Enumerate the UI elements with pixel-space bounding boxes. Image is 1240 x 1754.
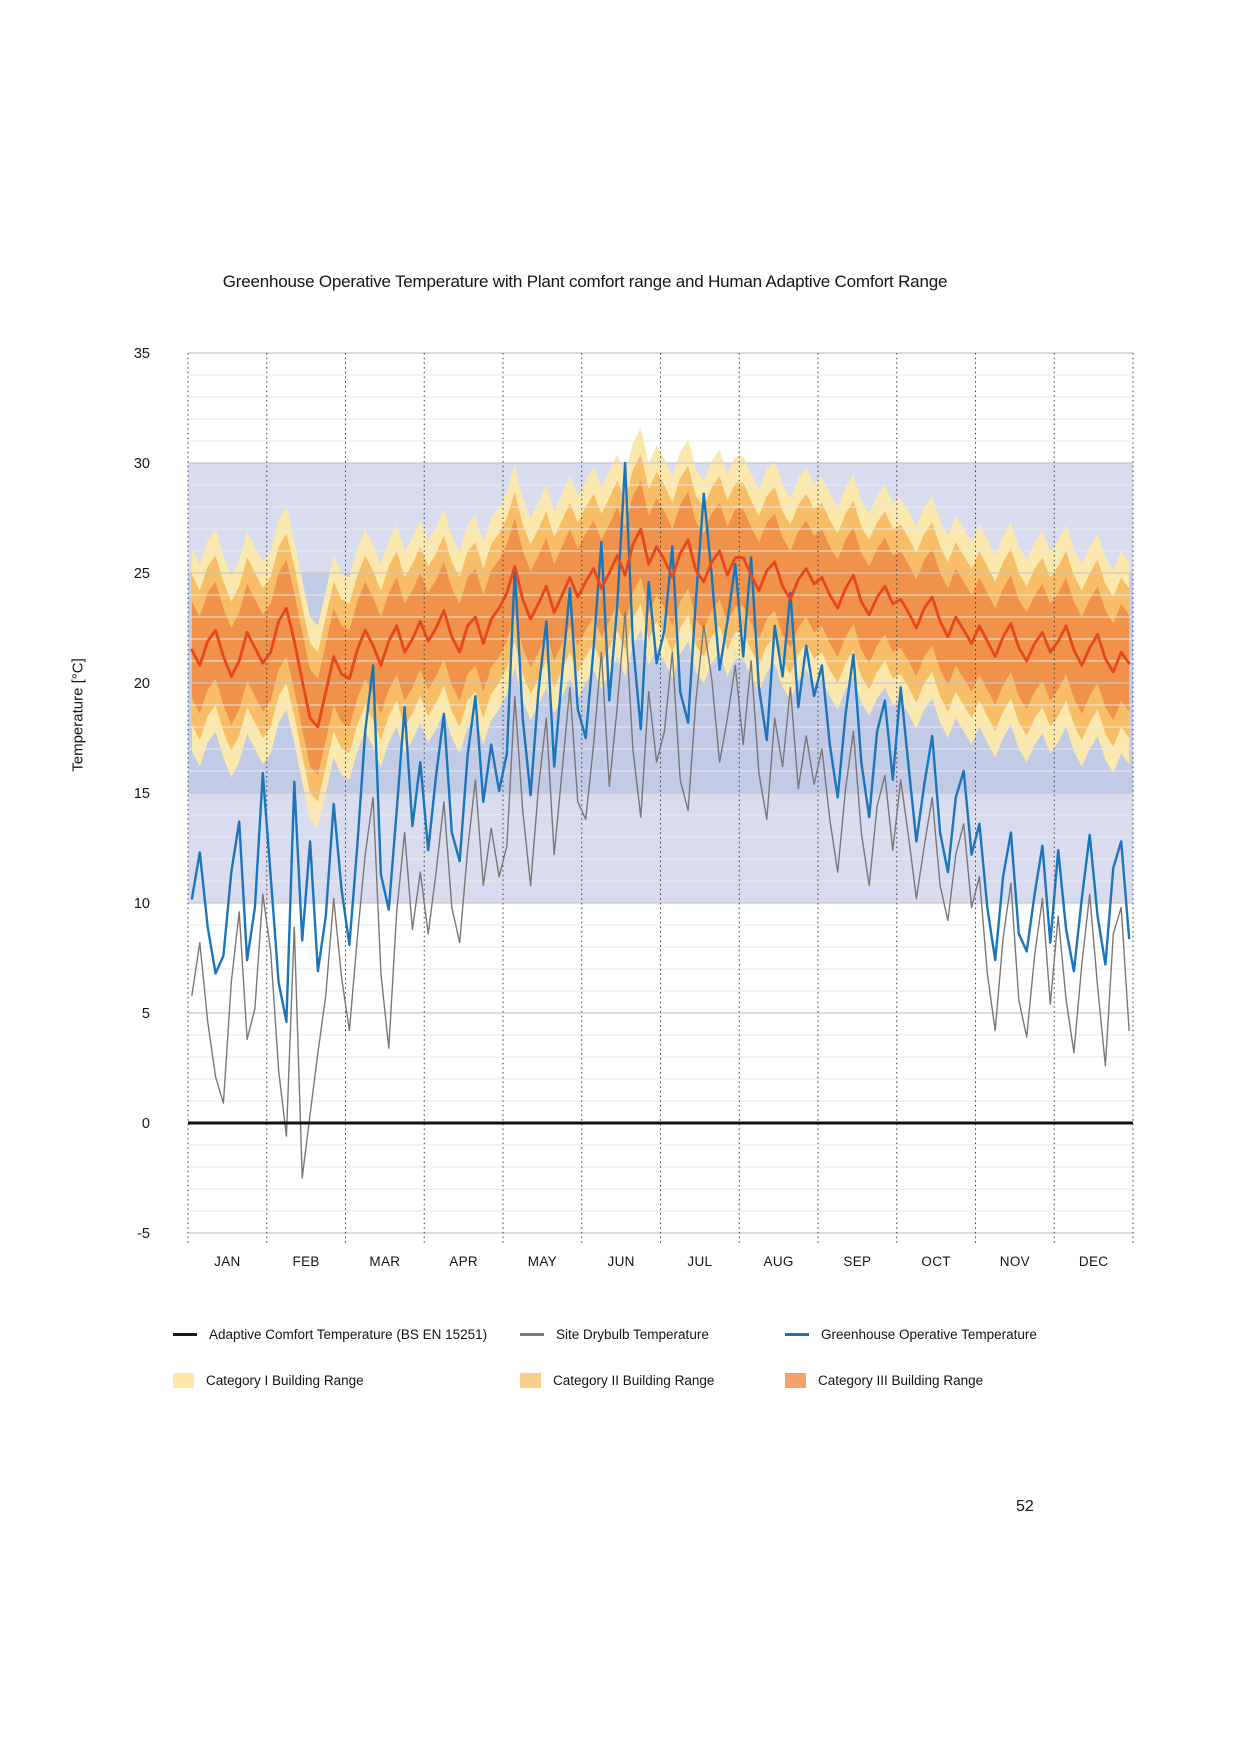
site-drybulb-line bbox=[191, 611, 1130, 1179]
y-tick-label-30: 30 bbox=[134, 456, 150, 472]
y-tick-label-25: 25 bbox=[134, 566, 150, 582]
x-tick-label-jun: JUN bbox=[608, 1254, 635, 1269]
x-tick-label-may: MAY bbox=[528, 1254, 557, 1269]
y-tick-label-5: 5 bbox=[142, 1006, 150, 1022]
legend-item-adaptive-comfort: Adaptive Comfort Temperature (BS EN 1525… bbox=[173, 1324, 487, 1344]
legend-item-site-drybulb: Site Drybulb Temperature bbox=[520, 1324, 709, 1344]
x-tick-label-nov: NOV bbox=[1000, 1254, 1030, 1269]
legend-row-lines: Adaptive Comfort Temperature (BS EN 1525… bbox=[0, 1324, 1240, 1344]
category-2-band bbox=[191, 454, 1130, 802]
x-tick-label-apr: APR bbox=[449, 1254, 478, 1269]
adaptive-comfort-legend-line bbox=[173, 1332, 197, 1336]
category-3-legend-swatch bbox=[785, 1372, 806, 1388]
y-tick-label-20: 20 bbox=[134, 676, 150, 692]
greenhouse-operative-legend-line bbox=[785, 1332, 809, 1336]
legend-row-categories: Category I Building Range Category II Bu… bbox=[0, 1370, 1240, 1390]
x-tick-label-jan: JAN bbox=[214, 1254, 240, 1269]
x-tick-label-mar: MAR bbox=[369, 1254, 400, 1269]
category-3-legend-label: Category III Building Range bbox=[818, 1372, 984, 1388]
legend-item-greenhouse-operative: Greenhouse Operative Temperature bbox=[785, 1324, 1037, 1344]
site-drybulb-legend-line bbox=[520, 1332, 544, 1336]
greenhouse-operative-line bbox=[190, 461, 1131, 1023]
category-3-band bbox=[191, 480, 1130, 776]
x-tick-label-jul: JUL bbox=[687, 1254, 712, 1269]
site-drybulb-legend-label: Site Drybulb Temperature bbox=[556, 1326, 709, 1342]
x-tick-label-dec: DEC bbox=[1079, 1254, 1108, 1269]
category-1-legend-swatch bbox=[173, 1372, 194, 1388]
y-tick-label-15: 15 bbox=[134, 786, 150, 802]
category-2-legend-swatch bbox=[520, 1372, 541, 1388]
x-tick-label-sep: SEP bbox=[843, 1254, 871, 1269]
y-tick-label--5: -5 bbox=[137, 1226, 150, 1242]
adaptive-comfort-legend-label: Adaptive Comfort Temperature (BS EN 1525… bbox=[209, 1326, 488, 1342]
legend-item-category-2: Category II Building Range bbox=[520, 1370, 714, 1390]
y-tick-label-35: 35 bbox=[134, 346, 150, 362]
category-1-legend-label: Category I Building Range bbox=[206, 1372, 364, 1388]
legend-item-category-1: Category I Building Range bbox=[173, 1370, 364, 1390]
x-tick-label-oct: OCT bbox=[921, 1254, 950, 1269]
greenhouse-operative-legend-label: Greenhouse Operative Temperature bbox=[821, 1326, 1037, 1342]
legend-item-category-3: Category III Building Range bbox=[785, 1370, 983, 1390]
y-tick-label-0: 0 bbox=[142, 1116, 150, 1132]
category-2-legend-label: Category II Building Range bbox=[553, 1372, 715, 1388]
chart-title: Greenhouse Operative Temperature with Pl… bbox=[222, 272, 948, 291]
y-tick-label-10: 10 bbox=[134, 896, 150, 912]
x-tick-label-feb: FEB bbox=[293, 1254, 320, 1269]
adaptive-comfort-line bbox=[190, 527, 1131, 729]
x-tick-label-aug: AUG bbox=[764, 1254, 794, 1269]
page-number: 52 bbox=[1016, 1498, 1034, 1515]
